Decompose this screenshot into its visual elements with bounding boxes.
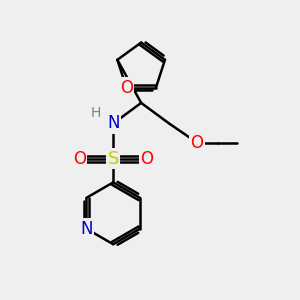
Text: O: O (141, 150, 154, 168)
Text: H: H (90, 106, 101, 120)
Text: O: O (73, 150, 86, 168)
Text: S: S (107, 150, 119, 168)
Text: O: O (120, 79, 133, 97)
Text: O: O (190, 134, 204, 152)
Text: N: N (80, 220, 93, 238)
Text: N: N (107, 115, 119, 133)
